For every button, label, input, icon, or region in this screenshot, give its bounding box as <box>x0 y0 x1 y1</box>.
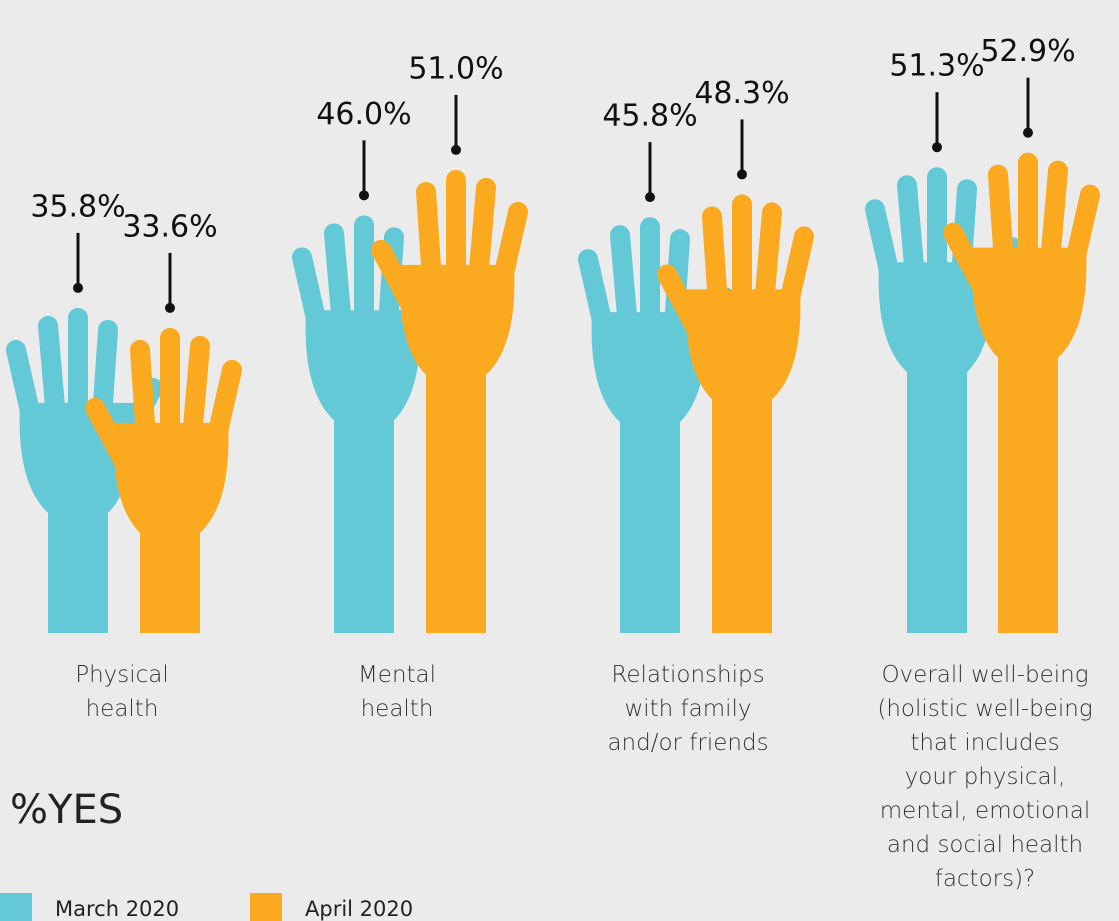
value-label: 52.9% <box>980 34 1075 69</box>
finger <box>324 223 352 336</box>
palm <box>305 310 421 421</box>
value-label: 48.3% <box>694 76 789 111</box>
finger <box>610 225 638 338</box>
category-label: Mental health <box>357 662 437 722</box>
finger <box>988 164 1014 273</box>
hand <box>578 217 735 633</box>
finger <box>897 175 925 288</box>
palm <box>971 247 1087 358</box>
palm <box>685 289 801 400</box>
finger <box>371 239 434 340</box>
hand <box>371 169 528 633</box>
legend-label: March 2020 <box>55 897 179 921</box>
arm <box>48 492 108 633</box>
finger <box>182 335 210 448</box>
value-label: 46.0% <box>316 97 411 132</box>
finger <box>416 181 442 290</box>
arm <box>426 354 486 633</box>
finger <box>657 264 720 365</box>
legend-title: %YES <box>10 787 123 833</box>
arm <box>998 337 1058 633</box>
finger <box>865 199 905 308</box>
finger <box>578 249 618 358</box>
category-label: Overall well-being (holistic well-being … <box>877 662 1093 892</box>
finger <box>202 359 242 468</box>
palm <box>591 312 707 423</box>
arm <box>907 352 967 633</box>
finger <box>943 222 1006 323</box>
finger <box>754 202 782 315</box>
palm <box>113 422 229 533</box>
finger <box>1040 160 1068 273</box>
hand <box>657 194 814 633</box>
arm <box>620 402 680 633</box>
hand <box>292 215 449 633</box>
finger <box>468 177 496 290</box>
value-label: 45.8% <box>602 99 697 134</box>
finger <box>38 315 66 428</box>
arm <box>334 400 394 633</box>
category-label: Relationships with family and/or friends <box>607 662 769 756</box>
arm <box>712 379 772 633</box>
value-label: 33.6% <box>122 209 217 244</box>
category-label: Physical health <box>75 662 169 722</box>
finger <box>702 206 728 315</box>
palm <box>399 264 515 375</box>
finger <box>292 247 332 356</box>
value-label: 51.0% <box>408 51 503 86</box>
arm <box>140 512 200 633</box>
finger <box>774 226 814 335</box>
palm <box>878 262 994 373</box>
legend-swatch <box>250 893 282 921</box>
finger <box>1060 184 1100 293</box>
hand <box>865 167 1022 633</box>
finger <box>6 339 46 448</box>
finger <box>130 339 156 448</box>
hand <box>85 327 242 633</box>
value-label: 51.3% <box>889 49 984 84</box>
legend-swatch <box>0 893 32 921</box>
value-label: 35.8% <box>30 189 125 224</box>
finger <box>488 201 528 310</box>
legend-label: April 2020 <box>305 897 413 921</box>
finger <box>85 397 148 498</box>
hand <box>943 152 1100 633</box>
